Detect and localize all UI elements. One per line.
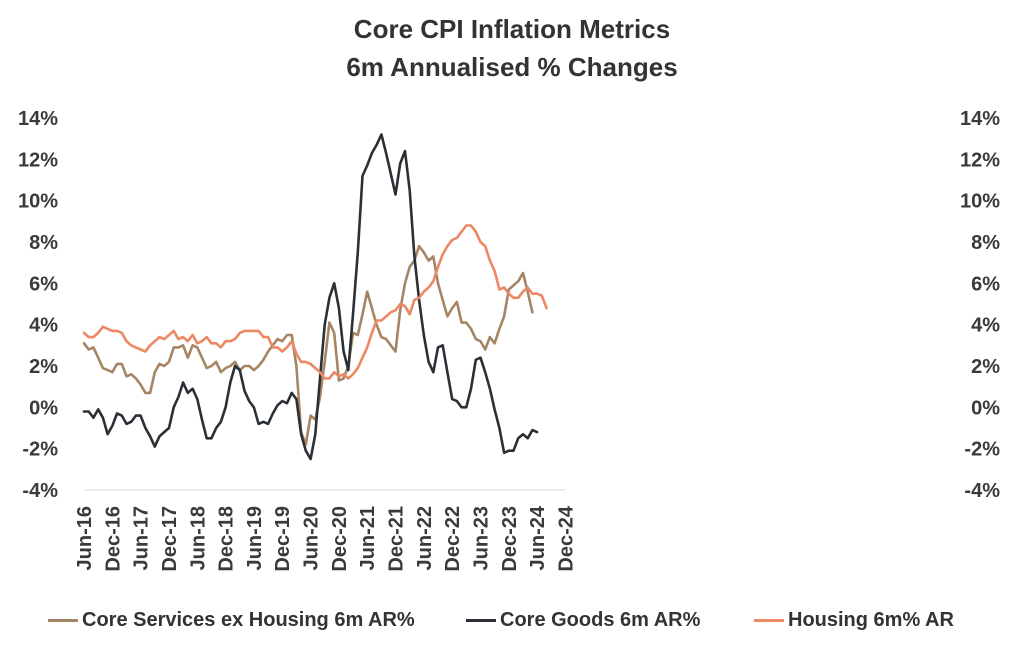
y-tick-label-left: 2%	[29, 356, 58, 378]
y-tick-label-right: -2%	[964, 439, 1000, 461]
legend-label-core-goods: Core Goods 6m AR%	[500, 608, 701, 631]
x-tick-label: Jun-17	[131, 506, 153, 570]
y-tick-label-right: 14%	[960, 108, 1000, 130]
legend-swatch-housing	[754, 618, 784, 622]
x-tick-label: Dec-18	[216, 506, 238, 572]
legend-item-core-goods: Core Goods 6m AR%	[466, 606, 700, 634]
x-tick-label: Jun-21	[357, 506, 379, 570]
y-tick-label-right: 12%	[960, 149, 1000, 171]
legend-swatch-core-goods	[466, 618, 496, 622]
y-axis-left: 14% 12% 10% 8% 6% 4% 2% 0% -2% -4%	[18, 108, 58, 502]
x-tick-label: Jun-20	[301, 506, 323, 570]
x-tick-label: Jun-22	[414, 506, 436, 570]
y-tick-label-left: 10%	[18, 191, 58, 213]
x-tick-label: Dec-16	[102, 506, 124, 572]
x-tick-label: Jun-24	[527, 505, 549, 570]
y-tick-label-right: -4%	[964, 480, 1000, 502]
x-tick-label: Jun-18	[187, 506, 209, 570]
x-tick-label: Dec-24	[555, 505, 577, 571]
legend-swatch-core-services	[48, 618, 78, 622]
chart-title: Core CPI Inflation Metrics	[353, 14, 671, 44]
y-tick-label-left: 12%	[18, 149, 58, 171]
y-axis-right: 14% 12% 10% 8% 6% 4% 2% 0% -2% -4%	[960, 108, 1000, 502]
chart-subtitle: 6m Annualised % Changes	[346, 52, 678, 82]
y-tick-label-left: 6%	[29, 273, 58, 295]
x-tick-label: Dec-22	[442, 506, 464, 572]
y-tick-label-left: 8%	[29, 232, 58, 254]
series-line-1	[82, 133, 539, 461]
legend-label-housing: Housing 6m% AR	[788, 608, 954, 631]
x-tick-label: Jun-23	[470, 506, 492, 570]
y-tick-label-right: 6%	[971, 273, 1000, 295]
y-tick-label-left: 14%	[18, 108, 58, 130]
x-tick-label: Jun-16	[74, 506, 96, 570]
x-tick-label: Dec-19	[272, 506, 294, 572]
x-tick-label: Dec-23	[499, 506, 521, 572]
x-tick-label: Dec-17	[159, 506, 181, 572]
x-tick-label: Dec-21	[386, 506, 408, 572]
y-tick-label-right: 8%	[971, 232, 1000, 254]
legend-item-housing: Housing 6m% AR	[754, 606, 954, 634]
legend-label-core-services: Core Services ex Housing 6m AR%	[82, 608, 415, 631]
y-tick-label-right: 10%	[960, 191, 1000, 213]
x-tick-label: Jun-19	[244, 506, 266, 570]
legend-item-core-services: Core Services ex Housing 6m AR%	[48, 606, 415, 634]
y-tick-label-right: 2%	[971, 356, 1000, 378]
y-tick-label-left: 0%	[29, 397, 58, 419]
y-tick-label-right: 0%	[971, 397, 1000, 419]
y-tick-label-left: 4%	[29, 315, 58, 337]
y-tick-label-left: -4%	[22, 480, 58, 502]
y-tick-label-right: 4%	[971, 315, 1000, 337]
x-tick-label: Dec-20	[329, 506, 351, 572]
series-line-0	[82, 244, 534, 446]
x-axis: Jun-16 Dec-16 Jun-17 Dec-17 Jun-18 Dec-18 Jun-…	[74, 489, 577, 572]
y-tick-label-left: -2%	[22, 439, 58, 461]
series-line-2	[82, 224, 548, 380]
series-lines	[82, 133, 548, 461]
